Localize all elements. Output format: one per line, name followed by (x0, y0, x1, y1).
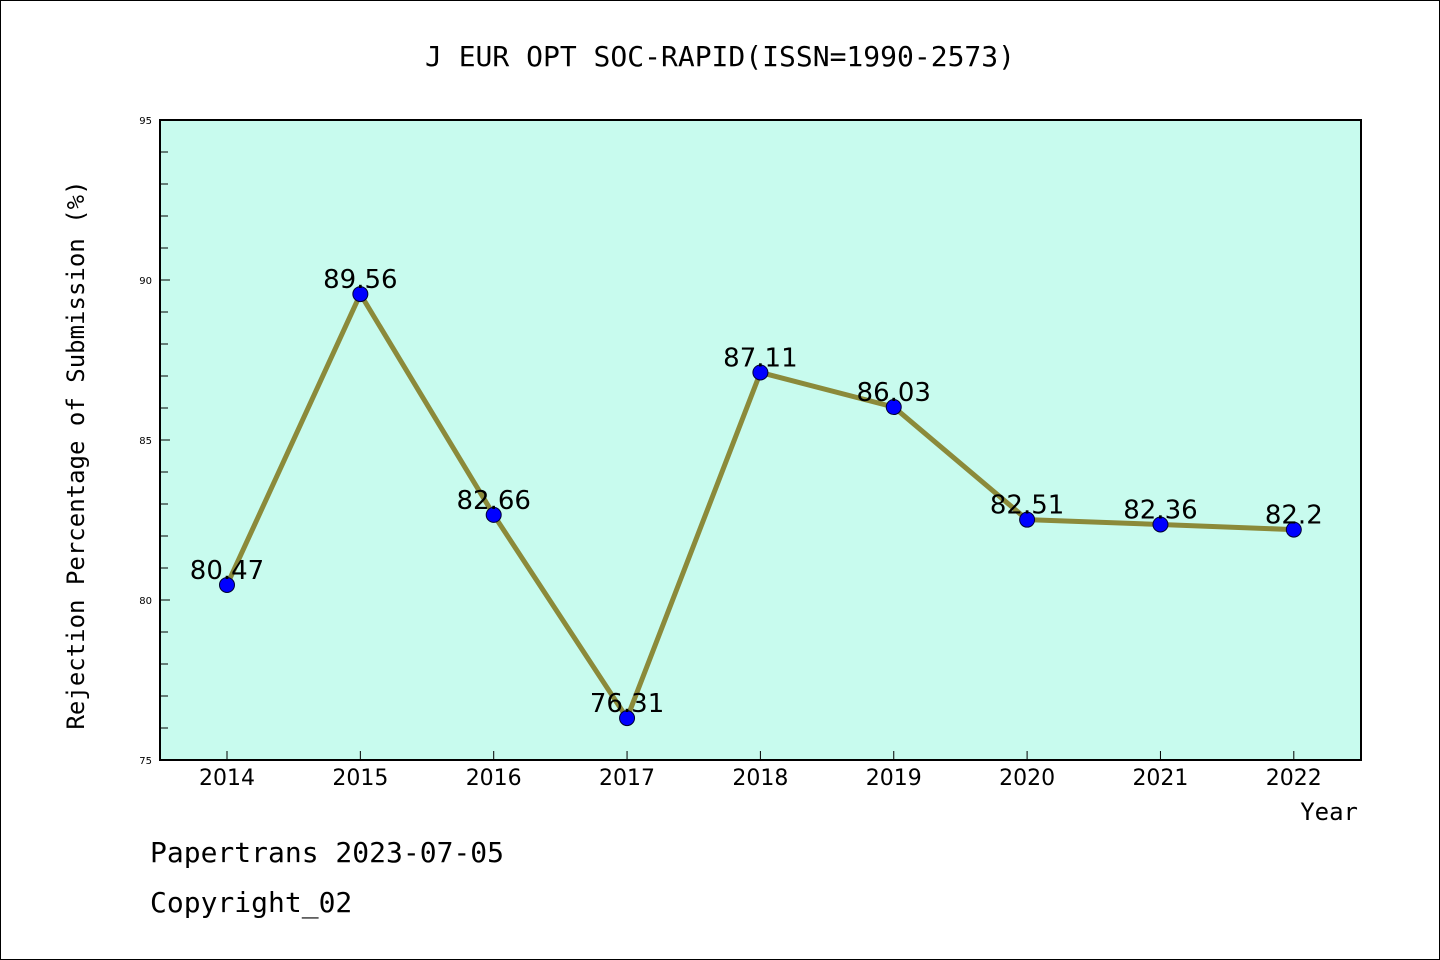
data-point (885, 399, 902, 416)
y-tick-label: 75 (139, 756, 152, 767)
y-tick-label: 95 (139, 116, 152, 127)
y-axis: 75 80 85 90 95 (139, 116, 170, 767)
data-label: 80.47 (190, 556, 264, 586)
data-label: 82.51 (990, 491, 1064, 521)
data-point (1285, 521, 1302, 538)
chart-title: J EUR OPT SOC-RAPID(ISSN=1990-2573) (425, 40, 1015, 73)
data-point (219, 576, 235, 593)
data-point (485, 506, 502, 523)
x-tick-label: 2018 (732, 766, 788, 791)
x-tick-label: 2016 (466, 766, 522, 791)
data-label: 82.2 (1265, 501, 1323, 531)
data-point (1019, 511, 1036, 528)
data-label: 87.11 (723, 343, 797, 373)
data-point (619, 710, 636, 727)
x-tick-label: 2015 (332, 766, 388, 791)
y-tick-label: 85 (139, 436, 152, 447)
x-tick-label: 2017 (599, 766, 655, 791)
data-point (352, 286, 369, 303)
series (219, 286, 1302, 727)
data-labels: 80.47 89.56 82.66 76.31 87.11 86.03 82.51 82.36… (190, 265, 1323, 719)
y-axis-label: Rejection Percentage of Submission (%) (62, 180, 90, 729)
data-point (752, 364, 769, 381)
x-tick-label: 2022 (1266, 766, 1322, 791)
data-label: 86.03 (857, 378, 931, 408)
x-tick-label: 2019 (866, 766, 922, 791)
y-tick-label: 90 (139, 276, 152, 287)
x-axis: 2014 2015 2016 2017 2018 2019 2020 2021 2022 (199, 751, 1322, 791)
y-tick-label: 80 (139, 596, 152, 607)
data-label: 82.66 (456, 486, 530, 516)
data-point (1152, 516, 1169, 533)
x-tick-label: 2014 (199, 766, 255, 791)
data-label: 76.31 (590, 689, 664, 719)
footer-line-2: Copyright_02 (150, 886, 353, 919)
x-tick-label: 2021 (1132, 766, 1188, 791)
x-tick-label: 2020 (999, 766, 1055, 791)
data-label: 82.36 (1123, 495, 1197, 525)
plot-area (159, 119, 1362, 761)
x-axis-label: Year (1300, 798, 1358, 826)
data-label: 89.56 (323, 265, 397, 295)
footer-line-1: Papertrans 2023-07-05 (150, 836, 505, 869)
